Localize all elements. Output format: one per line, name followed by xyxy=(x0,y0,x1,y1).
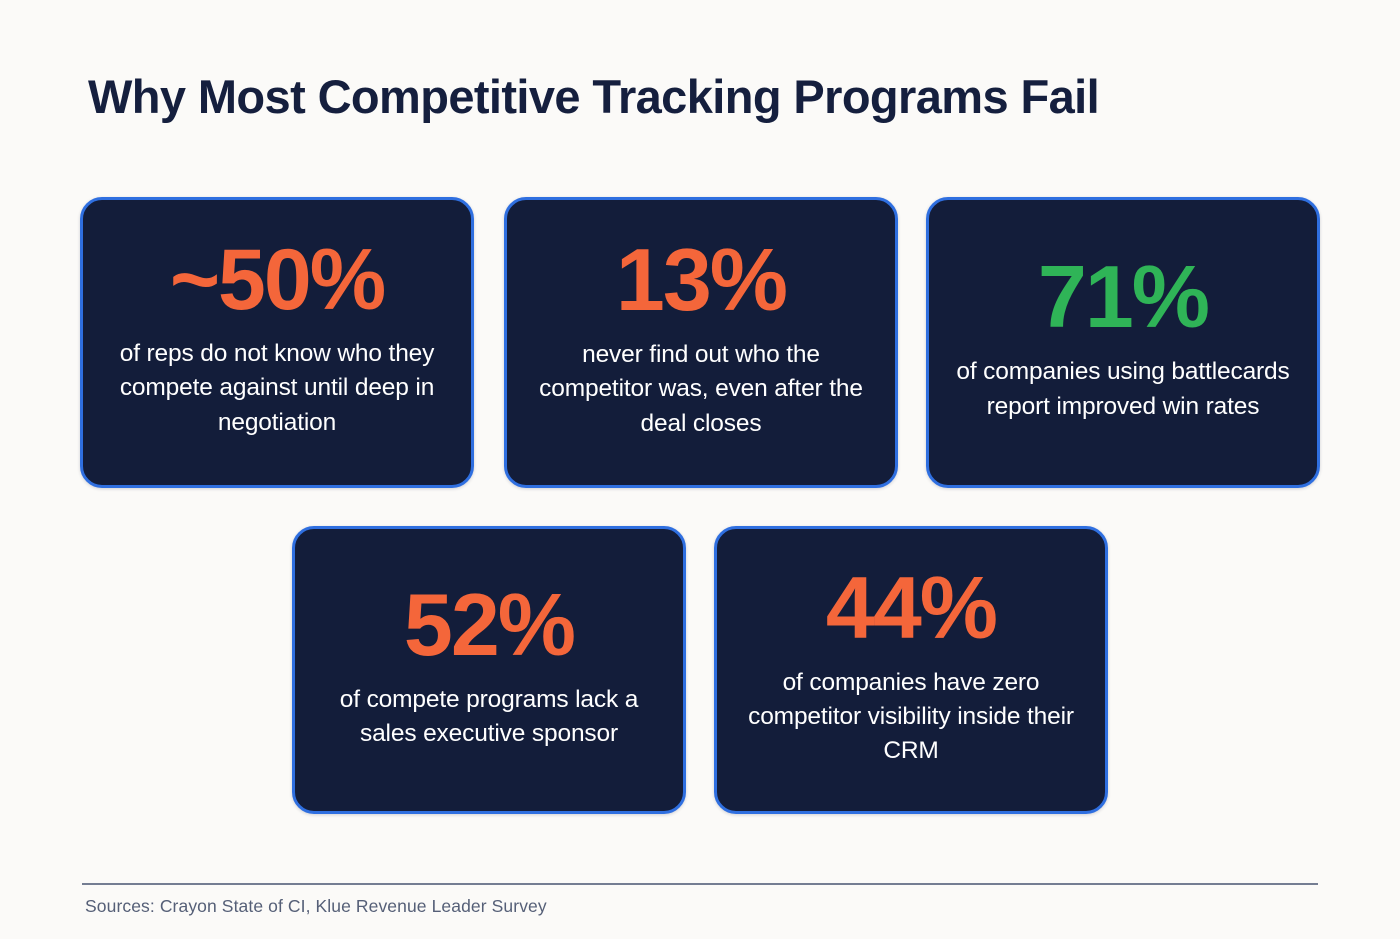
stat-card-1: ~50% of reps do not know who they compet… xyxy=(80,197,474,488)
stat-card-2: 13% never find out who the competitor wa… xyxy=(504,197,898,488)
stat-caption-2: never find out who the competitor was, e… xyxy=(539,341,863,437)
stat-card-5: 44% of companies have zero competitor vi… xyxy=(714,526,1108,814)
stat-card-4: 52% of compete programs lack a sales exe… xyxy=(292,526,686,814)
stat-value-4: 52% xyxy=(403,574,576,674)
footer-sources: Sources: Crayon State of CI, Klue Revenu… xyxy=(85,896,547,916)
stat-caption-1: of reps do not know who they compete aga… xyxy=(119,340,435,436)
stat-value-5: 44% xyxy=(825,557,998,657)
footer-divider xyxy=(82,883,1318,885)
stat-value-2: 13% xyxy=(615,230,788,330)
stat-caption-4: of compete programs lack a sales executi… xyxy=(339,685,639,747)
page-title: Why Most Competitive Tracking Programs F… xyxy=(88,70,1100,123)
stat-value-3: 71% xyxy=(1037,247,1210,347)
stat-card-3: 71% of companies using battlecards repor… xyxy=(926,197,1320,488)
stat-caption-3: of companies using battlecards report im… xyxy=(956,358,1290,420)
stat-caption-5: of companies have zero competitor visibi… xyxy=(748,668,1074,765)
stat-value-1: ~50% xyxy=(169,232,386,329)
